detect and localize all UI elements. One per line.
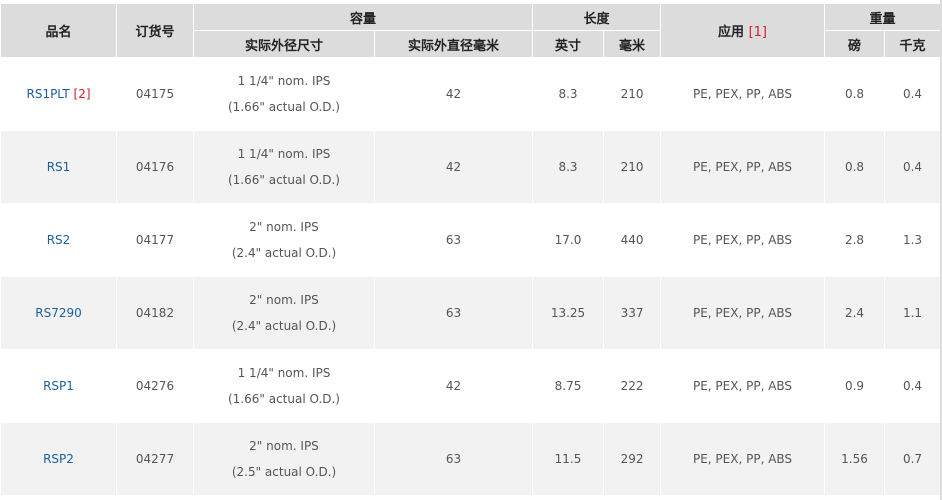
cell-mm: 210 [603,130,662,204]
header-application-label: 应用 [718,25,745,40]
nominal-size: 2" nom. IPS [249,439,319,453]
product-link[interactable]: RS1 [46,160,71,174]
cell-app: PE, PEX, PP, ABS [660,276,826,350]
cell-od_mm: 42 [373,349,534,423]
actual-od: (1.66" actual O.D.) [227,392,340,406]
cell-lb: 2.8 [824,203,886,277]
cell-order: 04276 [116,349,194,423]
cell-app: PE, PEX, PP, ABS [660,130,826,204]
cell-lb: 0.8 [824,130,886,204]
header-order: 订货号 [116,3,194,58]
product-link[interactable]: RSP2 [43,452,74,466]
cell-od_mm: 42 [373,130,534,204]
cell-app: PE, PEX, PP, ABS [660,57,826,131]
footnote-link[interactable]: [2] [73,87,91,101]
cell-kg: 0.7 [884,422,942,496]
cell-order: 04177 [116,203,194,277]
product-link[interactable]: RS1PLT [26,87,70,101]
cell-name: RSP2 [0,422,117,496]
header-name: 品名 [0,3,117,58]
cell-kg: 0.4 [884,130,942,204]
cell-in: 8.3 [532,130,605,204]
nominal-size: 1 1/4" nom. IPS [237,74,331,88]
header-capacity: 容量 [192,3,534,31]
cell-od-size: 2" nom. IPS (2.5" actual O.D.) [193,422,375,496]
product-link[interactable]: RSP1 [43,379,74,393]
cell-order: 04182 [116,276,194,350]
scrollbar-edge [940,0,942,500]
cell-kg: 1.3 [884,203,942,277]
cell-app: PE, PEX, PP, ABS [660,203,826,277]
table-row: RS1 04176 1 1/4" nom. IPS (1.66" actual O.D… [0,130,942,204]
table-row: RSP2 04277 2" nom. IPS (2.5" actual O.D.) 63… [0,422,942,496]
cell-order: 04176 [116,130,194,204]
cell-lb: 0.9 [824,349,886,423]
cell-kg: 0.4 [884,349,942,423]
cell-app: PE, PEX, PP, ABS [660,422,826,496]
product-link[interactable]: RS2 [46,233,71,247]
cell-mm: 292 [603,422,662,496]
cell-od_mm: 63 [373,203,534,277]
actual-od: (1.66" actual O.D.) [227,173,340,187]
cell-in: 8.75 [532,349,605,423]
cell-od_mm: 42 [373,57,534,131]
cell-od-size: 2" nom. IPS (2.4" actual O.D.) [193,203,375,277]
table-row: RS7290 04182 2" nom. IPS (2.4" actual O.D.)… [0,276,942,350]
cell-od-size: 1 1/4" nom. IPS (1.66" actual O.D.) [193,130,375,204]
product-table: 品名 订货号 容量 长度 应用 [1] 重量 实际外径尺寸 实际外直径毫米 英寸… [0,3,942,496]
cell-od-size: 1 1/4" nom. IPS (1.66" actual O.D.) [193,57,375,131]
header-mm: 毫米 [603,30,662,58]
table-row: RS2 04177 2" nom. IPS (2.4" actual O.D.) 63 1… [0,203,942,277]
table-row: RSP1 04276 1 1/4" nom. IPS (1.66" actual O.… [0,349,942,423]
cell-name: RS2 [0,203,117,277]
cell-app: PE, PEX, PP, ABS [660,349,826,423]
actual-od: (1.66" actual O.D.) [227,100,340,114]
header-lb: 磅 [824,30,886,58]
nominal-size: 1 1/4" nom. IPS [237,147,331,161]
footnote-link[interactable]: [1] [748,25,768,40]
actual-od: (2.4" actual O.D.) [231,246,337,260]
cell-kg: 1.1 [884,276,942,350]
cell-in: 11.5 [532,422,605,496]
cell-in: 17.0 [532,203,605,277]
header-weight: 重量 [824,3,942,31]
table-row: RS1PLT [2] 04175 1 1/4" nom. IPS (1.66" act… [0,57,942,131]
product-link[interactable]: RS7290 [35,306,82,320]
header-application: 应用 [1] [660,3,826,58]
cell-in: 8.3 [532,57,605,131]
nominal-size: 2" nom. IPS [249,293,319,307]
cell-name: RS7290 [0,276,117,350]
cell-od-size: 1 1/4" nom. IPS (1.66" actual O.D.) [193,349,375,423]
cell-mm: 210 [603,57,662,131]
cell-name: RS1 [0,130,117,204]
header-od-mm: 实际外直径毫米 [373,30,534,58]
cell-od_mm: 63 [373,422,534,496]
cell-name: RS1PLT [2] [0,57,117,131]
cell-order: 04175 [116,57,194,131]
cell-lb: 0.8 [824,57,886,131]
cell-order: 04277 [116,422,194,496]
cell-mm: 337 [603,276,662,350]
nominal-size: 1 1/4" nom. IPS [237,366,331,380]
nominal-size: 2" nom. IPS [249,220,319,234]
header-kg: 千克 [884,30,942,58]
cell-mm: 440 [603,203,662,277]
cell-lb: 1.56 [824,422,886,496]
cell-mm: 222 [603,349,662,423]
cell-kg: 0.4 [884,57,942,131]
header-length: 长度 [532,3,662,31]
actual-od: (2.4" actual O.D.) [231,319,337,333]
actual-od: (2.5" actual O.D.) [231,465,337,479]
cell-od-size: 2" nom. IPS (2.4" actual O.D.) [193,276,375,350]
cell-in: 13.25 [532,276,605,350]
header-od-size: 实际外径尺寸 [193,30,375,58]
cell-lb: 2.4 [824,276,886,350]
cell-od_mm: 63 [373,276,534,350]
cell-name: RSP1 [0,349,117,423]
header-inch: 英寸 [532,30,605,58]
